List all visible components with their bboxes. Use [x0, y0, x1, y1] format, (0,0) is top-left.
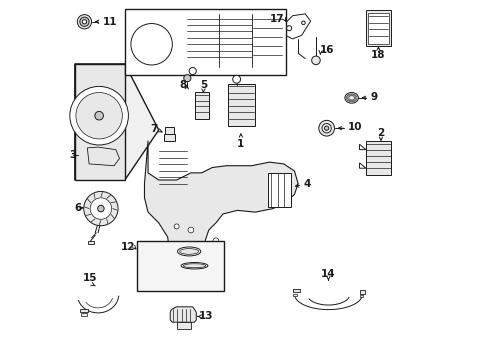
Circle shape	[213, 238, 218, 244]
Circle shape	[98, 205, 104, 212]
Polygon shape	[144, 141, 298, 262]
Bar	[365, 10, 390, 46]
Polygon shape	[145, 249, 162, 268]
Text: 16: 16	[320, 45, 334, 55]
Circle shape	[286, 26, 291, 31]
Text: 10: 10	[346, 122, 361, 132]
Bar	[367, 13, 388, 44]
Ellipse shape	[344, 93, 358, 103]
Bar	[136, 241, 224, 291]
Bar	[195, 93, 209, 119]
Polygon shape	[75, 64, 124, 180]
Polygon shape	[142, 247, 165, 272]
Text: 15: 15	[83, 273, 97, 283]
Circle shape	[324, 126, 328, 130]
Circle shape	[95, 111, 103, 120]
Bar	[267, 173, 290, 207]
Polygon shape	[130, 12, 187, 69]
Circle shape	[83, 192, 118, 226]
Text: 6: 6	[74, 203, 81, 213]
Text: 13: 13	[198, 311, 213, 321]
Bar	[359, 290, 364, 294]
Ellipse shape	[179, 249, 198, 254]
Text: 9: 9	[369, 92, 377, 102]
Text: 17: 17	[269, 14, 284, 24]
Text: 7: 7	[150, 124, 158, 134]
Polygon shape	[170, 307, 196, 322]
Bar	[228, 84, 255, 126]
Circle shape	[90, 198, 111, 219]
Text: 1: 1	[237, 139, 244, 149]
Circle shape	[322, 123, 331, 133]
Bar	[292, 289, 299, 292]
Polygon shape	[285, 14, 310, 39]
Bar	[292, 294, 297, 296]
Text: 14: 14	[321, 269, 335, 279]
Bar	[176, 322, 190, 329]
Bar	[359, 295, 363, 297]
Polygon shape	[135, 15, 167, 32]
Circle shape	[76, 93, 122, 139]
Text: 2: 2	[377, 128, 384, 138]
Bar	[80, 309, 88, 312]
Bar	[165, 127, 173, 134]
Polygon shape	[75, 64, 159, 180]
Bar	[81, 313, 87, 316]
Circle shape	[77, 15, 91, 29]
Text: 5: 5	[200, 80, 206, 90]
Bar	[88, 241, 94, 244]
Ellipse shape	[177, 247, 201, 256]
Bar	[365, 141, 390, 175]
Circle shape	[301, 21, 305, 24]
Bar	[124, 9, 285, 75]
Polygon shape	[98, 216, 108, 225]
Circle shape	[131, 23, 172, 65]
Polygon shape	[87, 147, 119, 166]
Circle shape	[183, 75, 190, 82]
Circle shape	[188, 227, 193, 233]
Circle shape	[70, 86, 128, 145]
Polygon shape	[142, 57, 162, 67]
Circle shape	[311, 56, 320, 64]
Text: 4: 4	[303, 179, 310, 189]
Circle shape	[232, 75, 240, 83]
Circle shape	[318, 120, 334, 136]
Circle shape	[174, 224, 179, 229]
Circle shape	[189, 67, 196, 75]
Text: 8: 8	[179, 80, 186, 90]
Text: 3: 3	[69, 150, 77, 160]
Text: 12: 12	[120, 242, 135, 252]
Circle shape	[82, 19, 86, 24]
Bar	[164, 134, 175, 141]
Ellipse shape	[181, 262, 207, 269]
Ellipse shape	[183, 264, 205, 268]
Text: 11: 11	[102, 17, 117, 27]
Circle shape	[80, 17, 89, 26]
Text: 18: 18	[370, 50, 385, 60]
Polygon shape	[185, 14, 283, 67]
